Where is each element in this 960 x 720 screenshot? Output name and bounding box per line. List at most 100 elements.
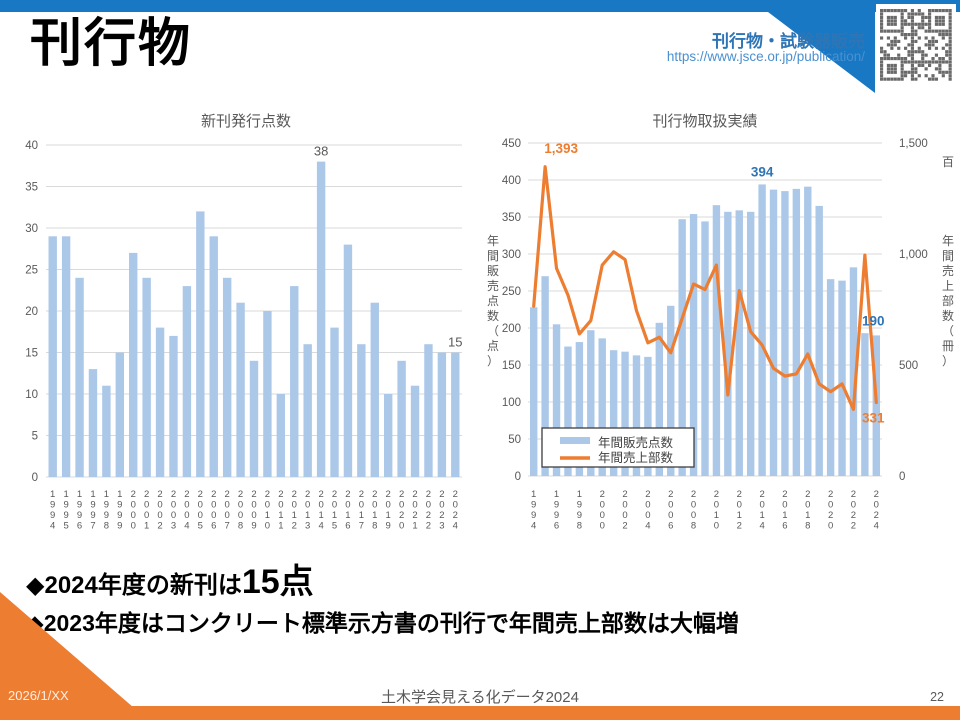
left-y-tick: 450 xyxy=(502,138,521,150)
qr-module xyxy=(917,50,921,54)
bar-1997 xyxy=(88,369,98,477)
qr-module xyxy=(928,46,932,50)
bar-2009 xyxy=(701,221,709,476)
qr-module xyxy=(934,77,939,81)
bar-2015 xyxy=(769,189,778,476)
qr-module xyxy=(886,22,891,26)
qr-module xyxy=(893,63,897,68)
bar-2004 xyxy=(182,286,192,477)
qr-module xyxy=(880,12,884,16)
qr-module xyxy=(880,50,884,54)
qr-module xyxy=(931,57,935,61)
bar-2002 xyxy=(621,351,629,476)
qr-module xyxy=(924,36,928,40)
qr-module xyxy=(928,12,932,16)
bar-2000 xyxy=(129,252,138,477)
qr-module xyxy=(910,39,915,44)
bar-2008 xyxy=(236,302,245,477)
right-y-tick: 0 xyxy=(899,471,905,483)
header-url-link[interactable]: https://www.jsce.or.jp/publication/ xyxy=(666,49,865,64)
qr-module xyxy=(907,60,911,64)
qr-module xyxy=(948,12,952,16)
qr-module xyxy=(886,53,891,57)
qr-module xyxy=(948,33,952,37)
bar-2002 xyxy=(155,327,165,477)
bar-1999 xyxy=(115,352,125,477)
qr-module xyxy=(948,29,952,33)
qr-code-image xyxy=(880,9,952,81)
qr-module xyxy=(886,36,891,40)
qr-module xyxy=(948,74,952,78)
qr-module xyxy=(910,50,915,54)
qr-module xyxy=(900,22,904,26)
qr-module xyxy=(948,53,952,57)
qr-module xyxy=(900,77,904,81)
qr-module xyxy=(883,57,887,61)
bar-2020 xyxy=(826,279,835,476)
qr-module xyxy=(938,70,942,74)
bar-2023 xyxy=(437,352,447,477)
bar-2003 xyxy=(169,335,178,477)
qr-module xyxy=(907,22,911,26)
qr-module xyxy=(893,43,897,47)
qr-module xyxy=(890,57,894,61)
qr-module xyxy=(941,29,945,33)
qr-module xyxy=(931,9,935,13)
qr-module xyxy=(948,77,952,81)
qr-module xyxy=(948,67,952,71)
y-tick: 20 xyxy=(25,306,38,318)
qr-module xyxy=(921,53,925,57)
legend-label-line: 年間売上部数 xyxy=(598,450,674,465)
qr-module xyxy=(886,70,891,74)
qr-module xyxy=(928,26,932,30)
qr-module xyxy=(880,57,884,61)
qr-module xyxy=(893,29,897,33)
bar-2023 xyxy=(861,333,869,476)
qr-module xyxy=(897,9,901,13)
qr-module xyxy=(934,19,939,23)
qr-module xyxy=(941,70,945,74)
qr-module xyxy=(924,43,928,47)
qr-module xyxy=(941,74,945,78)
qr-module xyxy=(880,46,884,50)
bar-2013 xyxy=(303,344,312,477)
bar-2012 xyxy=(290,286,299,477)
right-axis-unit: 百 xyxy=(942,155,954,169)
qr-module xyxy=(934,67,939,71)
qr-module xyxy=(948,57,952,61)
qr-module xyxy=(931,74,935,78)
qr-module xyxy=(900,19,904,23)
qr-module xyxy=(893,67,897,71)
bar-2010 xyxy=(712,205,721,476)
qr-module xyxy=(938,15,942,20)
qr-module xyxy=(928,39,932,44)
qr-module xyxy=(880,19,884,23)
qr-module xyxy=(897,53,901,57)
bar-2020 xyxy=(397,360,406,477)
qr-module xyxy=(890,70,894,74)
qr-module xyxy=(904,33,908,37)
qr-module xyxy=(934,15,939,20)
qr-module xyxy=(917,12,921,16)
qr-module xyxy=(907,43,911,47)
chart-sales-performance: 刊行物取扱実績 0 50 100 150 200 250 300 350 400 450 0 500 1,… xyxy=(487,113,954,532)
qr-module xyxy=(928,29,932,33)
qr-module xyxy=(948,9,952,13)
bar-2012 xyxy=(735,210,743,476)
qr-module xyxy=(907,15,911,20)
qr-module xyxy=(938,67,942,71)
qr-code xyxy=(876,4,956,88)
data-label-2024: 15 xyxy=(448,335,462,350)
qr-module xyxy=(948,50,952,54)
